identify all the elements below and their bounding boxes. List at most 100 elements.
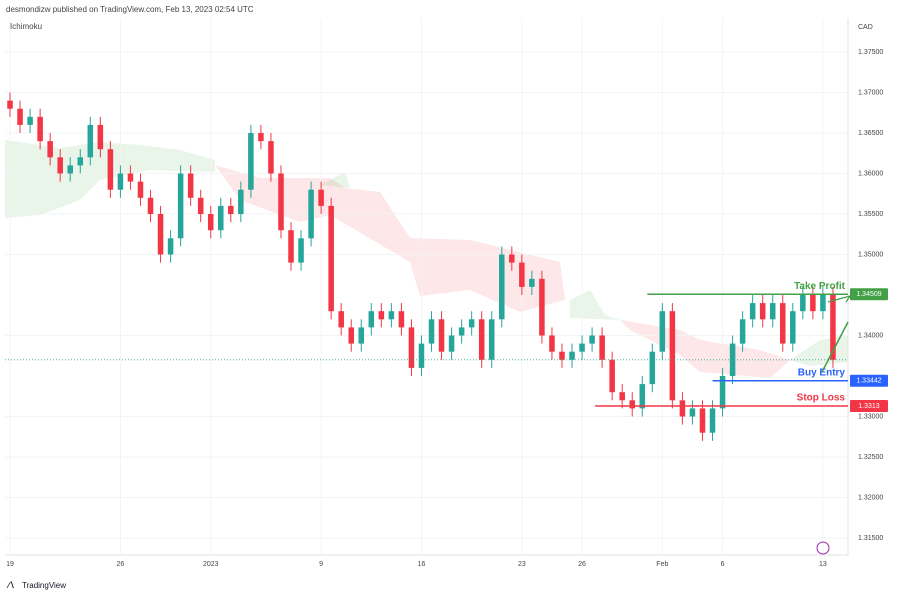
candle-body — [167, 238, 174, 255]
candle-body — [298, 238, 304, 263]
projection-arrow — [821, 321, 849, 373]
candle-body — [258, 133, 264, 142]
candle-body — [599, 335, 605, 360]
indicator-name: Ichimoku — [10, 22, 42, 31]
candle-body — [268, 141, 274, 174]
level-name: Buy Entry — [798, 367, 846, 378]
candle-body — [669, 311, 676, 401]
candle-body — [207, 214, 214, 231]
candle-body — [57, 157, 63, 174]
candle-body — [288, 230, 294, 263]
candle-body — [488, 319, 495, 360]
levels: Take Profit 1.34509 Buy Entry 1.33442 Stop L… — [595, 281, 888, 412]
event-icon[interactable] — [816, 541, 830, 555]
candle-body — [157, 214, 164, 255]
candle-body — [328, 205, 334, 312]
candle-body — [27, 116, 33, 125]
candle-body — [77, 157, 84, 166]
y-tick-label: 1.33000 — [858, 413, 883, 420]
price-tag-label: 1.3313 — [858, 403, 880, 410]
price-tag — [850, 288, 888, 301]
x-tick-label: 16 — [418, 561, 426, 568]
candle-body — [539, 278, 545, 336]
y-tick-label: 1.31500 — [858, 535, 883, 542]
price-tag — [850, 399, 888, 412]
candle-body — [659, 311, 666, 352]
candle-body — [509, 254, 515, 263]
cloud-green — [320, 172, 350, 188]
currency: CAD — [858, 24, 873, 31]
candle-body — [589, 335, 595, 344]
candle-body — [7, 100, 13, 109]
candle-body — [408, 327, 415, 368]
candle-body — [478, 319, 485, 360]
candle-body — [388, 311, 395, 320]
y-tick-label: 1.36000 — [858, 170, 883, 177]
candle-body — [519, 262, 525, 287]
candle-body — [749, 303, 756, 320]
candle-body — [639, 384, 646, 409]
price-tag — [850, 374, 888, 387]
x-tick-label: 2023 — [203, 561, 219, 568]
x-tick-label: 26 — [578, 561, 586, 568]
x-tick-label: 6 — [721, 561, 725, 568]
candle-body — [739, 319, 746, 344]
y-tick-label: 1.37500 — [858, 49, 883, 56]
candle-body — [438, 319, 445, 352]
candle-body — [780, 303, 786, 344]
candle-body — [769, 303, 776, 320]
candle-body — [67, 165, 73, 174]
y-tick-label: 1.34000 — [858, 332, 883, 339]
candle-body — [729, 343, 736, 376]
candle-body — [428, 319, 435, 344]
candle-body — [549, 335, 555, 352]
x-tick-label: 9 — [319, 561, 323, 568]
candle-body — [468, 319, 475, 328]
price-tag-label: 1.34509 — [856, 291, 881, 298]
y-tick-label: 1.32500 — [858, 454, 883, 461]
candle-body — [559, 351, 565, 360]
candle-body — [609, 359, 615, 393]
candle-body — [107, 149, 114, 190]
price-tag-label: 1.33442 — [856, 378, 881, 385]
projection-arrow — [827, 294, 852, 303]
candle-body — [830, 295, 836, 360]
candle-body — [790, 311, 796, 344]
candle-body — [47, 141, 53, 158]
candle-body — [17, 108, 23, 125]
candle-body — [137, 181, 144, 198]
candle-body — [318, 189, 324, 206]
candle-body — [619, 392, 625, 401]
level-name: Take Profit — [794, 281, 846, 292]
candles — [5, 92, 848, 441]
candle-body — [629, 400, 635, 409]
candle-body — [117, 173, 124, 190]
brand: TradingView — [22, 581, 66, 590]
candle-body — [418, 343, 425, 368]
candle-body — [228, 205, 234, 215]
cloud-red — [215, 165, 565, 312]
y-tick-label: 1.35000 — [858, 251, 883, 258]
candle-body — [358, 327, 365, 344]
candle-body — [127, 173, 134, 182]
candle-body — [338, 311, 344, 328]
level-name: Stop Loss — [797, 393, 846, 404]
x-tick-label: Feb — [656, 561, 668, 568]
candle-body — [810, 295, 816, 312]
y-tick-label: 1.35500 — [858, 211, 883, 218]
candle-body — [649, 351, 656, 385]
candle-body — [398, 311, 405, 328]
candle-body — [448, 335, 455, 352]
candle-body — [569, 351, 575, 360]
candle-body — [348, 327, 354, 344]
candle-body — [378, 311, 385, 320]
candle-body — [147, 197, 154, 215]
candle-body — [499, 254, 505, 320]
y-tick-label: 1.32000 — [858, 494, 883, 501]
candle-body — [177, 173, 184, 239]
brand-logo: ⁄∖ — [6, 581, 14, 590]
candle-body — [458, 327, 465, 336]
candle-body — [87, 124, 94, 158]
